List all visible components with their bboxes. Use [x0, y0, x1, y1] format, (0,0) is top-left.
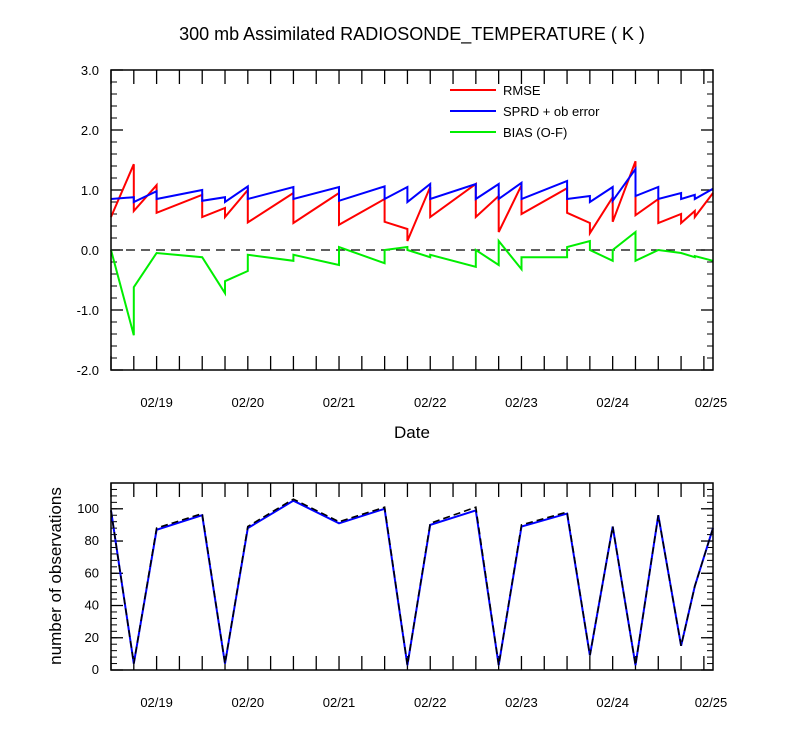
top-tick-labels: 3.0 2.0 1.0 0.0 -1.0 -2.0 02/19 02/20 02/21 02/22… [77, 63, 728, 410]
y-axis-title: number of observations [46, 487, 65, 665]
bottom-ticks [110, 482, 713, 671]
series-line-sprd-ob-error [110, 165, 714, 205]
y-tick-label: 100 [77, 501, 99, 516]
x-tick-label: 02/24 [596, 395, 629, 410]
x-axis-title: Date [394, 423, 430, 442]
x-tick-label: 02/22 [414, 395, 447, 410]
y-tick-label: 40 [85, 598, 99, 613]
x-tick-label: 02/25 [695, 395, 728, 410]
legend-label: SPRD + ob error [503, 104, 600, 119]
y-tick-label: 3.0 [81, 63, 99, 78]
series-line-bias-o-f [110, 229, 714, 336]
top-ticks [110, 69, 713, 371]
chart-title: 300 mb Assimilated RADIOSONDE_TEMPERATUR… [179, 24, 645, 45]
y-tick-label: -1.0 [77, 303, 99, 318]
top-series-group [110, 160, 714, 336]
legend-label: RMSE [503, 83, 541, 98]
top-panel: 3.0 2.0 1.0 0.0 -1.0 -2.0 02/19 02/20 02/21 02/22… [77, 63, 728, 442]
legend: RMSE SPRD + ob error BIAS (O-F) [450, 83, 600, 140]
x-tick-label: 02/21 [323, 395, 356, 410]
x-tick-label: 02/20 [232, 695, 265, 710]
y-tick-label: 20 [85, 630, 99, 645]
series-line-rmse [110, 160, 714, 242]
y-tick-label: 1.0 [81, 183, 99, 198]
legend-label: BIAS (O-F) [503, 125, 567, 140]
y-tick-label: 2.0 [81, 123, 99, 138]
y-tick-label: -2.0 [77, 363, 99, 378]
bottom-plot-frame [110, 482, 714, 671]
x-tick-label: 02/25 [695, 695, 728, 710]
x-tick-label: 02/21 [323, 695, 356, 710]
y-tick-label: 0 [92, 662, 99, 677]
y-tick-label: 80 [85, 533, 99, 548]
bottom-tick-labels: 0 20 40 60 80 100 02/19 02/20 02/21 02/22 02/23 02/… [77, 501, 727, 710]
bottom-panel: 0 20 40 60 80 100 02/19 02/20 02/21 02/22 02/23 02/… [46, 482, 727, 710]
x-tick-label: 02/23 [505, 395, 538, 410]
y-tick-label: 60 [85, 565, 99, 580]
x-tick-label: 02/22 [414, 695, 447, 710]
x-tick-label: 02/24 [596, 695, 629, 710]
y-tick-label: 0.0 [81, 243, 99, 258]
top-plot-frame [110, 69, 714, 371]
x-tick-label: 02/19 [140, 695, 173, 710]
series-line-observations-used [110, 499, 714, 666]
x-tick-label: 02/23 [505, 695, 538, 710]
x-tick-label: 02/19 [140, 395, 173, 410]
bottom-series-group [110, 498, 714, 666]
x-tick-label: 02/20 [232, 395, 265, 410]
